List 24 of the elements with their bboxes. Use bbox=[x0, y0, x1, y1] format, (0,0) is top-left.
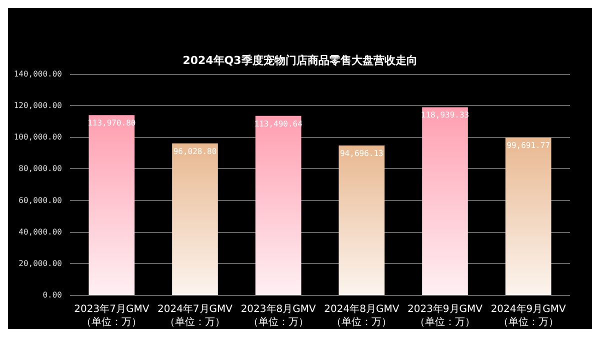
bar bbox=[172, 143, 218, 295]
bar bbox=[505, 138, 552, 295]
x-tick-label: 2023年7月GMV （单位：万） bbox=[74, 303, 150, 328]
y-tick-label: 20,000.00 bbox=[18, 258, 62, 268]
x-tick-label: 2023年9月GMV （单位：万） bbox=[407, 303, 483, 328]
x-tick-label: 2023年8月GMV （单位：万） bbox=[240, 303, 316, 328]
y-tick-label: 100,000.00 bbox=[14, 132, 62, 142]
data-label: 96,028.80 bbox=[173, 146, 217, 156]
y-tick-label: 120,000.00 bbox=[14, 101, 62, 110]
chart-title: 2024年Q3季度宠物门店商品零售大盘营收走向 bbox=[182, 54, 418, 67]
y-tick-label: 40,000.00 bbox=[18, 227, 62, 236]
y-tick-label: 0.00 bbox=[42, 290, 62, 300]
x-tick-label: 2024年7月GMV （单位：万） bbox=[157, 303, 233, 328]
bar bbox=[255, 116, 302, 295]
x-tick-label: 2024年9月GMV （单位：万） bbox=[490, 303, 566, 328]
y-tick-label: 140,000.00 bbox=[14, 70, 62, 78]
y-tick-label: 60,000.00 bbox=[18, 196, 62, 205]
bar bbox=[338, 146, 385, 295]
data-label: 99,691.77 bbox=[506, 141, 550, 150]
x-tick-label: 2024年8月GMV （单位：万） bbox=[324, 303, 400, 328]
y-tick-label: 80,000.00 bbox=[18, 164, 62, 174]
bar bbox=[422, 107, 468, 295]
data-label: 94,696.13 bbox=[340, 149, 384, 158]
bar bbox=[88, 115, 135, 295]
